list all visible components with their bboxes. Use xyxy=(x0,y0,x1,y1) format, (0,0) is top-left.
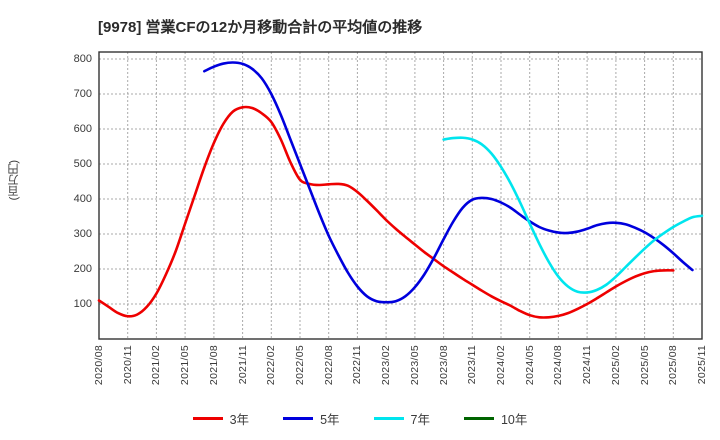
y-axis-label: (百万円) xyxy=(8,160,20,201)
legend-item-5年[interactable]: 5年 xyxy=(283,409,340,428)
x-tick-label: 2021/11 xyxy=(236,345,249,385)
legend-line-icon xyxy=(463,416,494,420)
grid-lines xyxy=(98,52,703,339)
legend-item-3年[interactable]: 3年 xyxy=(192,409,250,428)
series-line-3年 xyxy=(97,105,675,319)
y-tick-label: 100 xyxy=(73,298,92,310)
y-tick-label: 600 xyxy=(73,123,92,135)
y-axis-ticks: 100 200 300 400 500 600 700 800 xyxy=(30,0,92,440)
y-tick-label: 700 xyxy=(73,88,92,100)
x-tick-label: 2021/02 xyxy=(150,345,163,386)
legend-line-icon xyxy=(283,416,314,420)
x-tick-label: 2024/05 xyxy=(523,345,536,386)
x-tick-label: 2022/02 xyxy=(265,345,278,386)
legend-line-icon xyxy=(192,416,223,420)
x-tick-label: 2023/05 xyxy=(408,345,421,386)
series-line-5年 xyxy=(202,61,694,304)
data-series-group xyxy=(97,61,704,319)
x-tick-label: 2024/02 xyxy=(495,345,507,386)
plot-frame xyxy=(98,51,703,340)
legend-label: 7年 xyxy=(410,412,430,427)
y-tick-label: 500 xyxy=(73,158,92,170)
x-tick-label: 2024/08 xyxy=(552,345,565,386)
y-tick-label: 300 xyxy=(73,228,92,240)
chart-title: [9978] 営業CFの12か月移動合計の平均値の推移 xyxy=(98,19,423,36)
x-tick-label: 2023/08 xyxy=(437,345,450,386)
x-tick-label: 2022/08 xyxy=(322,345,335,386)
x-tick-label: 2021/08 xyxy=(207,345,220,386)
x-tick-label: 2025/11 xyxy=(696,345,708,385)
x-tick-label: 2020/08 xyxy=(93,345,105,386)
x-tick-label: 2025/08 xyxy=(667,345,680,386)
x-tick-label: 2024/11 xyxy=(581,345,594,385)
y-tick-label: 200 xyxy=(73,263,92,275)
x-tick-label: 2022/11 xyxy=(351,345,364,385)
x-tick-label: 2022/05 xyxy=(294,345,306,386)
x-tick-label: 2025/02 xyxy=(609,345,622,386)
y-tick-label: 400 xyxy=(73,193,92,205)
x-tick-label: 2025/05 xyxy=(638,345,651,386)
legend-label: 3年 xyxy=(229,412,250,427)
legend-line-icon xyxy=(373,416,404,420)
legend-item-7年[interactable]: 7年 xyxy=(373,409,430,428)
legend-item-10年[interactable]: 10年 xyxy=(463,409,528,428)
series-line-7年 xyxy=(442,136,704,294)
legend-label: 5年 xyxy=(320,412,340,427)
x-tick-label: 2021/05 xyxy=(179,345,192,386)
x-tick-label: 2023/11 xyxy=(466,345,479,385)
x-tick-label: 2020/11 xyxy=(121,345,134,385)
y-tick-label: 800 xyxy=(73,53,92,65)
chart-legend: 3年 5年 7年 10年 xyxy=(0,404,720,432)
x-tick-label: 2023/02 xyxy=(380,345,393,386)
legend-label: 10年 xyxy=(500,412,528,427)
